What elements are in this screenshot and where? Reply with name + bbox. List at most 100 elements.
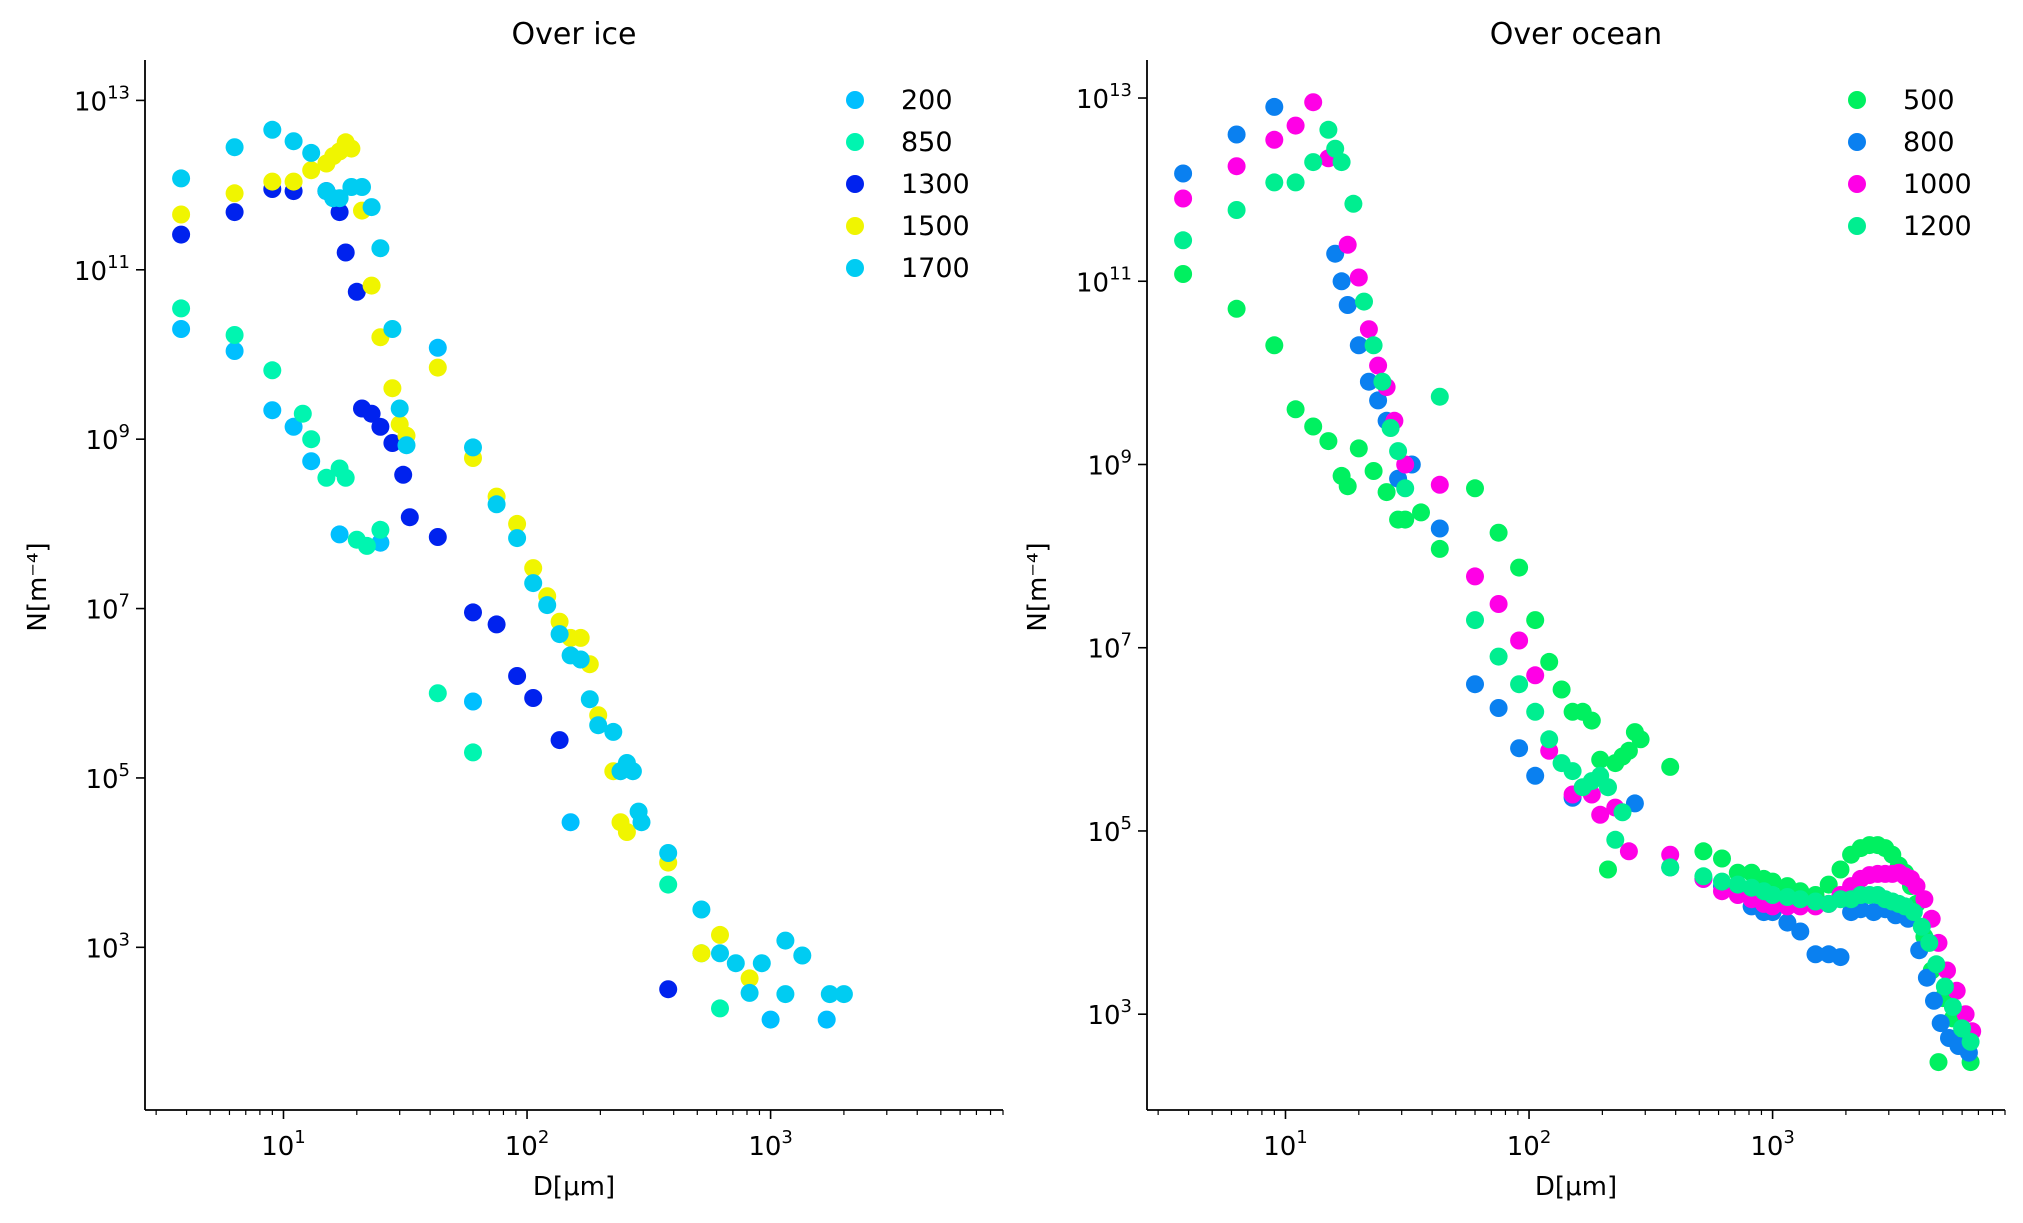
data-point-series-2 — [1396, 455, 1415, 474]
y-tick-label: 1011 — [1076, 263, 1132, 298]
data-point-series-2 — [347, 282, 366, 301]
data-point-series-0 — [1396, 510, 1415, 529]
data-point-series-2 — [550, 731, 569, 750]
data-point-series-0 — [1694, 842, 1713, 861]
data-point-series-2 — [1227, 157, 1246, 176]
data-point-series-0 — [1265, 336, 1284, 355]
legend-marker — [846, 175, 864, 193]
data-point-series-3 — [1466, 611, 1484, 630]
legend-marker — [1848, 91, 1866, 109]
data-point-series-3 — [1606, 830, 1625, 849]
data-point-series-4 — [302, 143, 321, 162]
data-point-series-3 — [1286, 173, 1305, 192]
data-point-series-2 — [1304, 93, 1323, 112]
data-point-series-4 — [390, 399, 409, 418]
data-point-series-3 — [1912, 917, 1931, 936]
data-point-series-3 — [1953, 1019, 1972, 1038]
data-point-series-0 — [371, 533, 390, 552]
data-point-series-3 — [524, 559, 543, 578]
data-point-series-3 — [1489, 647, 1508, 666]
data-point-series-4 — [589, 716, 608, 735]
data-point-series-1 — [1326, 244, 1345, 263]
data-point-series-0 — [1540, 652, 1559, 671]
data-point-series-0 — [1819, 875, 1838, 894]
data-point-series-1 — [1778, 913, 1797, 932]
data-point-series-2 — [659, 980, 678, 999]
data-point-series-1 — [428, 684, 447, 703]
data-point-series-4 — [353, 178, 371, 196]
data-point-series-4 — [508, 529, 527, 548]
data-point-series-1 — [1489, 699, 1508, 717]
data-point-series-0 — [761, 1010, 780, 1029]
y-tick-label: 103 — [1087, 996, 1132, 1031]
data-point-series-3 — [692, 944, 711, 963]
data-point-series-0 — [1338, 477, 1357, 496]
data-point-series-1 — [172, 299, 191, 318]
legend-marker — [1848, 217, 1866, 235]
data-point-series-3 — [1763, 886, 1782, 904]
data-point-series-3 — [1935, 977, 1954, 996]
data-point-series-3 — [1791, 890, 1810, 909]
data-point-series-0 — [1412, 503, 1430, 522]
data-point-series-1 — [1174, 164, 1193, 183]
data-point-series-4 — [487, 495, 506, 514]
y-tick-label: 109 — [1087, 446, 1132, 481]
data-point-series-1 — [263, 361, 282, 380]
data-point-series-2 — [487, 615, 506, 634]
data-point-series-2 — [1907, 877, 1926, 896]
legend-label: 1000 — [1903, 169, 1972, 200]
data-point-series-3 — [1364, 336, 1383, 355]
data-point-series-1 — [1931, 1014, 1950, 1033]
x-axis-label: D[μm] — [1535, 1172, 1617, 1202]
data-point-series-0 — [1831, 860, 1850, 879]
data-point-series-1 — [357, 536, 376, 555]
data-point-series-4 — [225, 138, 244, 157]
data-point-series-2 — [508, 667, 527, 685]
data-point-series-3 — [1563, 762, 1582, 781]
data-point-series-0 — [330, 525, 349, 544]
data-point-series-1 — [1526, 766, 1545, 785]
data-point-series-4 — [834, 985, 853, 1004]
data-point-series-0 — [1929, 1053, 1948, 1072]
data-point-series-3 — [1661, 858, 1680, 877]
data-point-series-0 — [263, 401, 282, 420]
data-point-series-4 — [263, 120, 282, 139]
data-point-series-1 — [711, 999, 729, 1018]
data-point-series-2 — [400, 508, 419, 527]
legend-label: 500 — [1903, 85, 1955, 116]
data-point-series-2 — [225, 203, 244, 222]
data-point-series-2 — [371, 417, 390, 436]
legend-marker — [846, 133, 864, 151]
data-point-series-4 — [692, 900, 711, 919]
data-point-series-3 — [1694, 867, 1713, 886]
data-point-series-3 — [284, 172, 303, 191]
data-point-series-4 — [659, 844, 678, 862]
data-point-series-1 — [1791, 922, 1810, 941]
data-point-series-3 — [1510, 675, 1529, 694]
x-tick-label: 101 — [1263, 1127, 1308, 1162]
data-point-series-1 — [1925, 991, 1943, 1010]
data-point-series-3 — [342, 139, 361, 158]
data-points — [172, 120, 853, 1029]
data-point-series-2 — [1286, 116, 1305, 135]
data-point-series-4 — [172, 169, 191, 188]
data-point-series-3 — [362, 276, 381, 295]
data-point-series-4 — [820, 985, 839, 1004]
data-point-series-2 — [464, 603, 482, 622]
data-point-series-2 — [1510, 631, 1529, 650]
chart-title: Over ice — [512, 17, 637, 52]
y-tick-label: 107 — [85, 591, 130, 626]
data-point-series-0 — [1526, 611, 1545, 630]
data-point-series-2 — [172, 225, 191, 244]
data-point-series-2 — [1369, 356, 1388, 375]
legend: 200 850 1300 1500 1700 — [846, 85, 970, 284]
data-point-series-2 — [1430, 475, 1449, 494]
y-axis-label: N[m⁻⁴] — [23, 542, 53, 631]
data-point-series-3 — [711, 925, 729, 944]
data-point-series-3 — [1540, 730, 1559, 749]
data-point-series-4 — [632, 813, 651, 832]
data-point-series-3 — [1904, 903, 1923, 922]
data-point-series-0 — [1349, 439, 1368, 458]
data-point-series-3 — [617, 823, 636, 841]
